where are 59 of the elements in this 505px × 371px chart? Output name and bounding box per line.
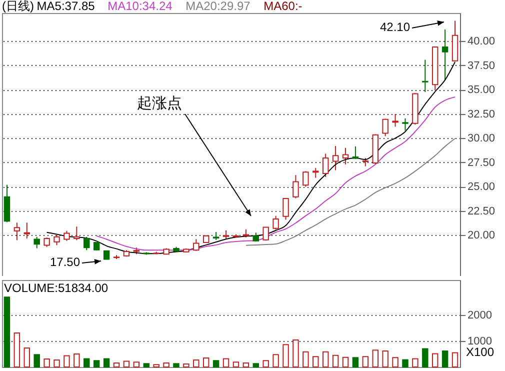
y-tick-label: 2000	[468, 310, 492, 322]
candlestick	[74, 226, 80, 241]
line-series	[245, 138, 456, 246]
bar	[4, 296, 10, 368]
y-tick-label: 32.50	[468, 108, 496, 120]
bar	[143, 363, 150, 368]
candlestick	[422, 59, 428, 93]
candlestick	[312, 167, 319, 178]
y-tick-label: 27.50	[468, 156, 496, 169]
y-tick-label: 20.00	[468, 230, 496, 242]
candlestick	[14, 222, 20, 241]
candlestick	[332, 145, 339, 171]
annotation: 起涨点	[137, 95, 182, 112]
text: MA5:37.85	[36, 0, 96, 13]
bar	[173, 363, 180, 368]
candlestick	[282, 198, 289, 220]
y-tick-label: 35.00	[468, 84, 496, 96]
candlestick	[44, 237, 50, 248]
candlestick	[54, 234, 60, 246]
text: MA60:-	[264, 0, 302, 13]
text: X100	[466, 345, 494, 359]
candlestick	[84, 236, 90, 251]
candlestick	[342, 147, 349, 165]
bar	[84, 358, 90, 368]
bar	[34, 354, 40, 368]
chart-title: VOLUME:51834.00	[4, 281, 108, 295]
text: MA10:34.24	[108, 0, 173, 13]
chart-title: (日线)	[2, 0, 34, 13]
bar	[442, 350, 448, 368]
candlestick	[322, 153, 329, 178]
candlestick	[24, 222, 30, 240]
y-tick-label: 1000	[468, 336, 492, 348]
annotation: 17.50	[50, 255, 80, 269]
candlestick	[34, 236, 40, 249]
text: MA20:29.97	[186, 0, 251, 13]
y-tick-label: 40.00	[468, 36, 496, 48]
candlestick	[292, 174, 299, 199]
bar	[422, 348, 428, 368]
y-tick-label: 30.00	[468, 132, 496, 145]
candlestick	[272, 215, 279, 230]
line-series	[96, 96, 456, 251]
y-tick-label: 22.50	[468, 205, 496, 218]
y-tick-label: 25.00	[468, 181, 496, 194]
candlestick	[382, 118, 388, 137]
candlestick	[402, 118, 408, 132]
annotation: 42.10	[380, 20, 410, 34]
bar	[103, 358, 110, 368]
bar	[402, 359, 408, 368]
candlestick	[392, 114, 398, 128]
bar	[212, 360, 220, 368]
candlestick	[302, 170, 309, 188]
bar	[352, 357, 359, 368]
candlestick	[352, 146, 359, 160]
candlestick	[442, 29, 448, 80]
candlestick	[64, 230, 70, 242]
bar	[93, 360, 100, 368]
y-tick-label: 37.50	[468, 60, 496, 72]
candlestick	[193, 238, 200, 252]
bar	[252, 363, 260, 368]
